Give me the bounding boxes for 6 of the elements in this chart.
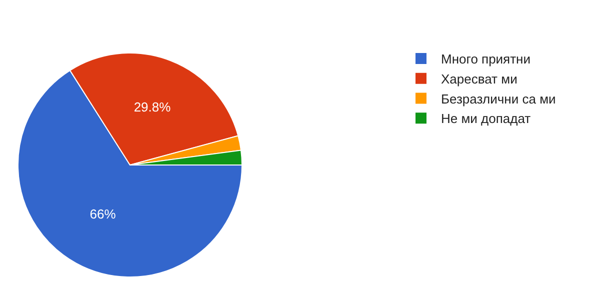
legend-label: Харесват ми bbox=[440, 71, 518, 86]
legend-label: Не ми допадат bbox=[440, 111, 531, 126]
data-label: 29.8% bbox=[134, 100, 172, 115]
data-label: 66% bbox=[90, 206, 116, 222]
legend-label: Много приятни bbox=[440, 52, 531, 67]
legend-label: Безразлични са ми bbox=[440, 91, 556, 106]
